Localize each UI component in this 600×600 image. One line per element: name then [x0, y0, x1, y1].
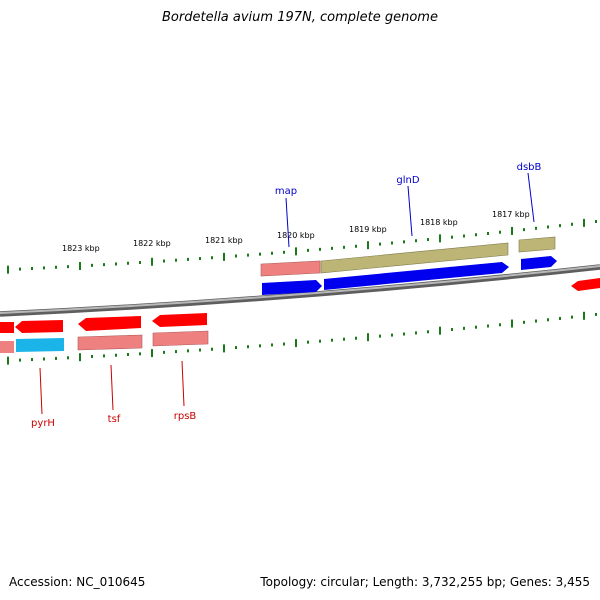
cds-map-arrow[interactable] — [262, 280, 322, 295]
feature-tsf-gene[interactable] — [77, 334, 143, 351]
gene-label-map[interactable]: map — [275, 186, 297, 197]
gene-label-tsf[interactable]: tsf — [108, 414, 121, 425]
feature-rpsB-gene[interactable] — [152, 330, 209, 347]
outer-tick-row — [7, 218, 597, 274]
cds-left-edge[interactable] — [0, 322, 14, 333]
rpsB-leader-line — [181, 360, 185, 407]
kbp-label-1818: 1818 kbp — [420, 218, 458, 227]
cds-right-edge-arrow[interactable] — [571, 278, 600, 291]
feature-glnD-gene[interactable] — [320, 242, 509, 274]
feature-dsbB-gene[interactable] — [518, 236, 556, 253]
accession-text: Accession: NC_010645 — [9, 575, 146, 589]
genome-backbone — [0, 265, 600, 314]
map-leader-line — [285, 197, 290, 248]
feature-map-gene[interactable] — [260, 260, 321, 277]
feature-left-edge[interactable] — [0, 341, 14, 353]
kbp-label-1820: 1820 kbp — [277, 231, 315, 240]
inner-tick-row — [7, 311, 597, 365]
kbp-label-1823: 1823 kbp — [62, 244, 100, 253]
kbp-label-1822: 1822 kbp — [133, 239, 171, 248]
dsbB-leader-line — [527, 172, 535, 223]
cds-rpsB-arrow[interactable] — [152, 313, 207, 327]
pyrH-leader-line — [39, 367, 43, 415]
gene-label-dsbB[interactable]: dsbB — [517, 162, 542, 173]
gene-label-glnD[interactable]: glnD — [396, 175, 419, 186]
gene-label-rpsB[interactable]: rpsB — [174, 411, 197, 422]
cds-glnD-arrow[interactable] — [324, 262, 509, 290]
genome-title: Bordetella avium 197N, complete genome — [162, 10, 438, 25]
kbp-label-1817: 1817 kbp — [492, 210, 530, 219]
cds-dsbB-arrow[interactable] — [521, 256, 557, 270]
feature-pyrH-gene[interactable] — [16, 338, 64, 352]
cds-tsf-arrow[interactable] — [78, 316, 141, 331]
genome-stats-text: Topology: circular; Length: 3,732,255 bp… — [260, 575, 590, 589]
kbp-label-1819: 1819 kbp — [349, 225, 387, 234]
tsf-leader-line — [110, 364, 114, 411]
cds-pyrH-arrow[interactable] — [15, 320, 63, 333]
kbp-label-1821: 1821 kbp — [205, 236, 243, 245]
glnD-leader-line — [407, 185, 413, 237]
gene-label-pyrH[interactable]: pyrH — [31, 418, 55, 429]
